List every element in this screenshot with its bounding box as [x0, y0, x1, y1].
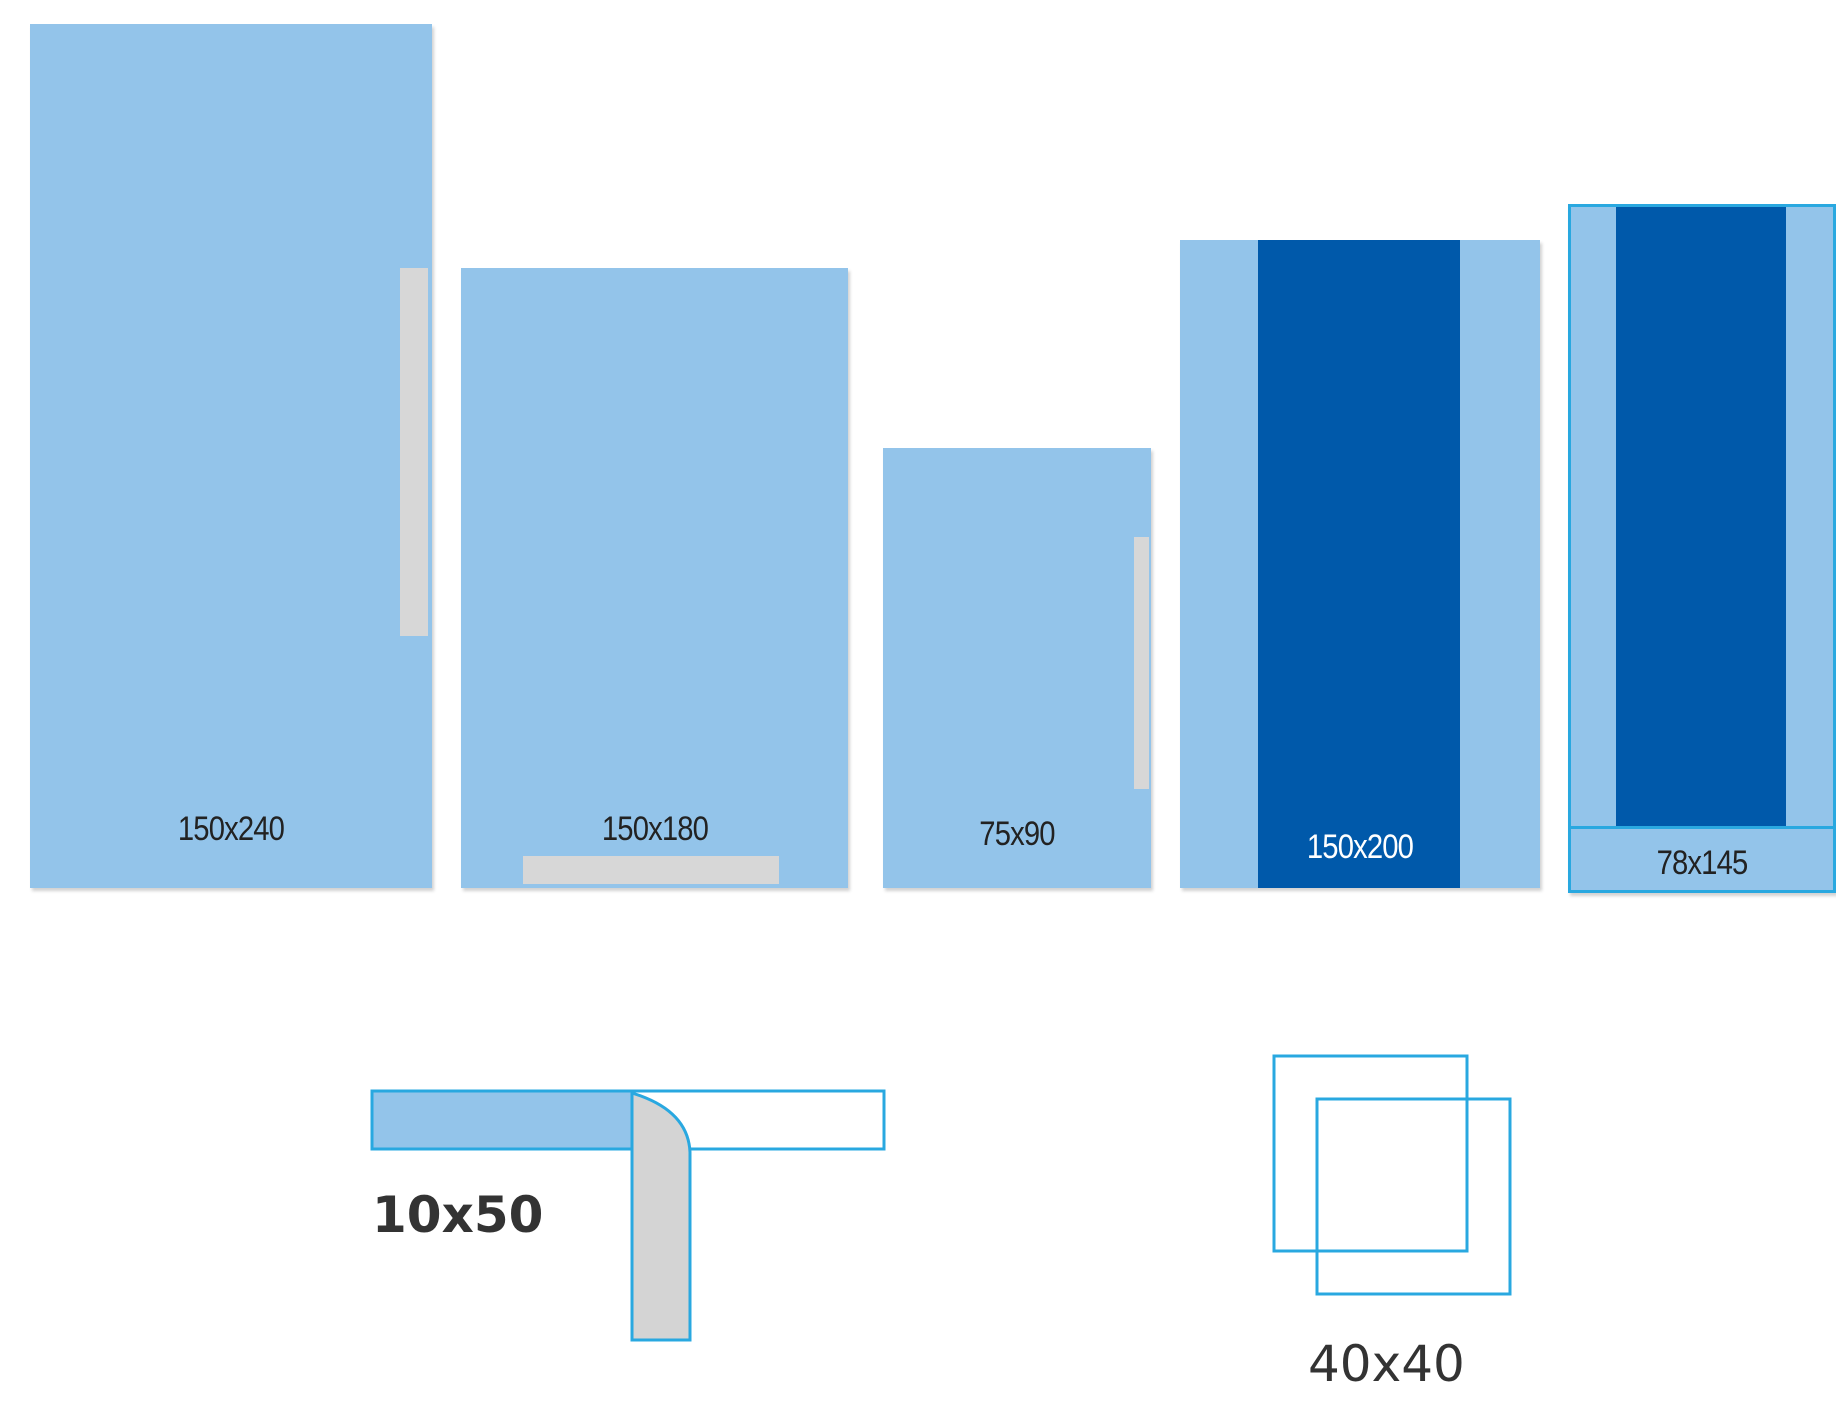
patch-square-back — [1272, 1054, 1469, 1253]
drape-150x200: 150x200 — [1180, 240, 1540, 888]
absorbent-panel — [1258, 240, 1460, 888]
tape-backing-blue — [370, 1089, 636, 1151]
adhesive-strip — [1134, 537, 1149, 789]
drape-label-78x145: 78x145 — [1656, 844, 1749, 882]
drape-label-150x200: 150x200 — [1306, 828, 1414, 866]
absorbent-panel — [1616, 207, 1786, 827]
adhesive-strip — [400, 268, 428, 636]
drape-outline — [1568, 204, 1836, 893]
accessory-label-10x50: 10x50 — [372, 1186, 544, 1244]
drape-75x90: 75x90 — [883, 448, 1151, 888]
drape-150x180: 150x180 — [461, 268, 848, 888]
patch-square-front — [1315, 1097, 1512, 1296]
adhesive-strip — [523, 856, 779, 884]
drape-150x240: 150x240 — [30, 24, 432, 888]
tape-peel-tail — [630, 1090, 692, 1342]
drape-label-150x240: 150x240 — [177, 810, 285, 848]
drape-label-150x180: 150x180 — [601, 810, 709, 848]
drape-78x145: 78x145 — [1568, 204, 1836, 893]
accessory-label-40x40: 40x40 — [1308, 1335, 1465, 1393]
drape-label-75x90: 75x90 — [979, 815, 1055, 853]
fold-line — [1568, 826, 1836, 829]
